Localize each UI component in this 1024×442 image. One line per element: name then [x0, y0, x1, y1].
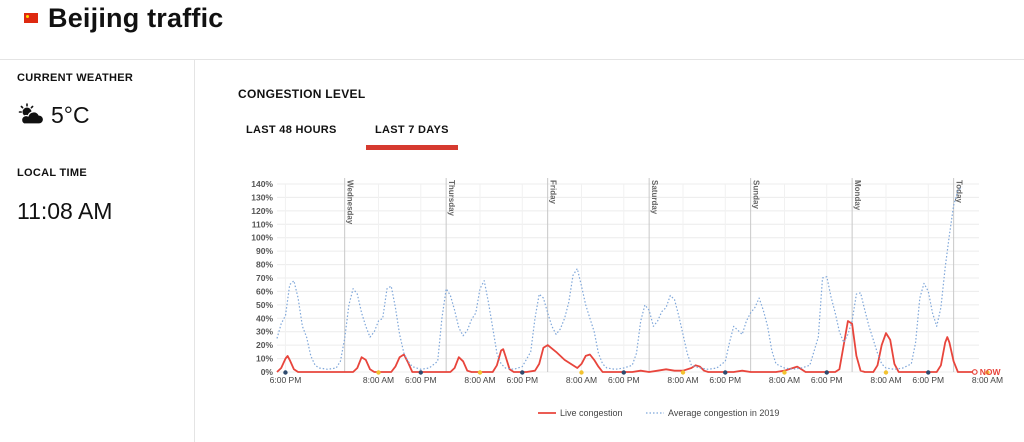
page-title: Beijing traffic	[48, 3, 224, 33]
y-tick-label: 0%	[261, 367, 274, 377]
weather-label: CURRENT WEATHER	[17, 72, 134, 84]
y-tick-label: 30%	[256, 327, 273, 337]
y-tick-label: 130%	[251, 192, 273, 202]
sidebar-divider	[194, 60, 195, 442]
x-tick-dot	[376, 370, 381, 375]
live-congestion-line	[276, 320, 975, 373]
y-tick-label: 60%	[256, 286, 273, 296]
y-tick-label: 100%	[251, 233, 273, 243]
congestion-chart: 0% 10% 20% 30% 40% 50% 60% 70% 80% 90% 100% 110% 120…	[251, 178, 1003, 418]
x-tick-dot	[985, 370, 990, 375]
x-tick-label: 8:00 AM	[769, 375, 800, 385]
x-tick-dot	[477, 370, 483, 375]
x-tick-label: 8:00 AM	[566, 375, 597, 385]
y-tick-label: 80%	[256, 260, 273, 270]
partly-cloudy-icon	[18, 103, 45, 125]
y-tick-label: 90%	[256, 246, 273, 256]
now-marker	[971, 369, 978, 375]
x-tick-dot	[824, 370, 829, 375]
section-title: CONGESTION LEVEL	[238, 87, 366, 101]
day-label: Sunday	[752, 180, 761, 209]
active-tab-indicator	[366, 145, 458, 150]
day-label: Today	[955, 180, 964, 204]
day-label: Wednesday	[346, 180, 355, 225]
x-tick-dot	[418, 370, 423, 375]
x-tick-dot	[782, 370, 787, 375]
x-tick-label: 8:00 AM	[667, 375, 698, 385]
x-tick-label: 8:00 AM	[870, 375, 901, 385]
weather-row: 5°C	[17, 100, 90, 130]
legend-live-label: Live congestion	[560, 408, 623, 418]
tab-last-48-hours[interactable]: LAST 48 HOURS	[246, 124, 337, 136]
x-tick-dot	[926, 370, 931, 375]
x-tick-label: 6:00 PM	[709, 375, 741, 385]
x-tick-label: 6:00 PM	[811, 375, 843, 385]
now-label: NOW	[980, 367, 1002, 377]
local-time-value: 11:08 AM	[17, 198, 113, 224]
x-tick-label: 6:00 PM	[270, 375, 302, 385]
day-label: Friday	[549, 180, 558, 205]
average-congestion-line	[276, 186, 963, 370]
y-tick-label: 70%	[256, 273, 273, 283]
x-tick-dot	[621, 370, 626, 375]
day-label: Saturday	[650, 180, 659, 215]
x-tick-label: 6:00 PM	[608, 375, 640, 385]
x-tick-label: 6:00 PM	[506, 375, 538, 385]
x-tick-label: 6:00 PM	[912, 375, 944, 385]
page-header: Beijing traffic	[0, 0, 1024, 60]
y-tick-label: 50%	[256, 300, 273, 310]
tab-last-7-days[interactable]: LAST 7 DAYS	[375, 124, 449, 136]
header-divider	[0, 59, 1024, 60]
x-tick-dot	[283, 370, 288, 375]
local-time-label: LOCAL TIME	[17, 167, 88, 179]
x-tick-dot	[579, 370, 584, 375]
china-flag-icon	[24, 13, 38, 23]
y-tick-label: 20%	[256, 340, 273, 350]
weather-value: 5°C	[51, 101, 90, 128]
y-tick-label: 120%	[251, 206, 273, 216]
y-tick-label: 40%	[256, 313, 273, 323]
y-tick-label: 10%	[256, 354, 273, 364]
x-tick-label: 8:00 AM	[464, 375, 495, 385]
x-tick-label: 6:00 PM	[405, 375, 437, 385]
x-tick-label: 8:00 AM	[972, 375, 1003, 385]
x-tick-dot	[520, 370, 525, 375]
x-tick-dot	[680, 370, 686, 375]
x-tick-dot	[723, 370, 728, 375]
x-tick-dot	[883, 370, 889, 375]
y-tick-label: 110%	[252, 219, 274, 229]
legend-average-label: Average congestion in 2019	[668, 408, 779, 418]
y-tick-label: 140%	[251, 179, 273, 189]
day-label: Thursday	[447, 180, 456, 217]
x-tick-label: 8:00 AM	[363, 375, 394, 385]
day-label: Monday	[853, 180, 862, 211]
